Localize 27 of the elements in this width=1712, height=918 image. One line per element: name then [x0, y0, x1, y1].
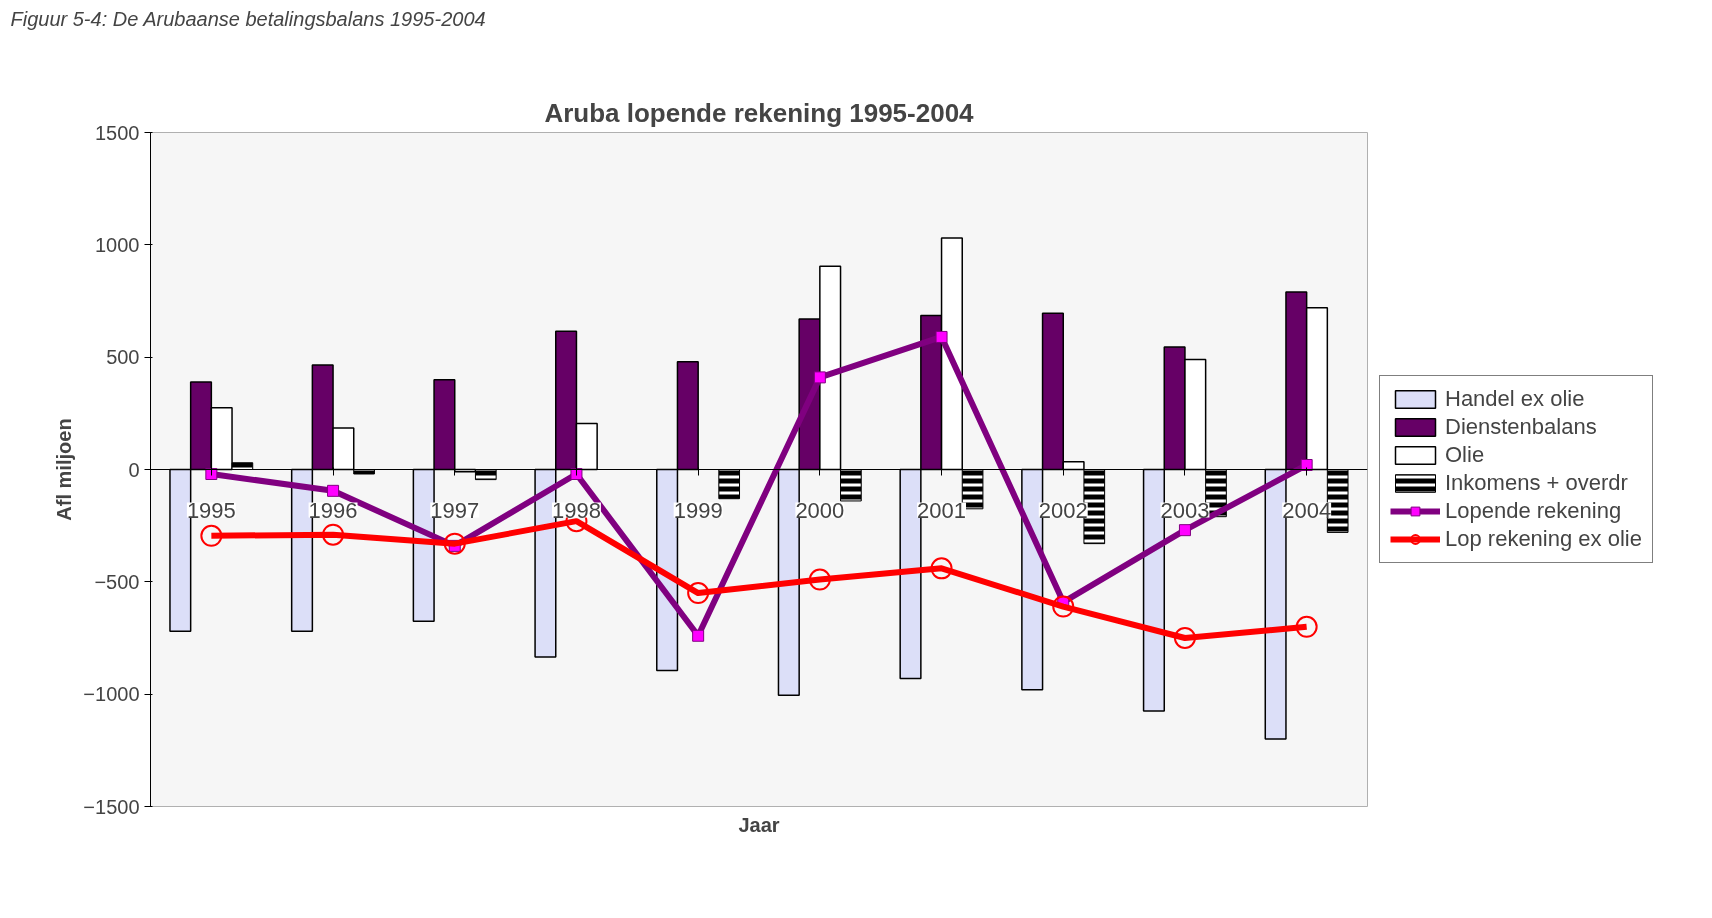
y-tick-label: 500	[106, 346, 140, 369]
x-tick-label: 2003	[1160, 497, 1210, 523]
x-tick-label: 1997	[430, 497, 480, 523]
y-tick-label: −1500	[83, 795, 140, 818]
y-tick-label: 1000	[95, 233, 140, 256]
legend-label: Inkomens + overdr	[1445, 470, 1628, 496]
x-tick-label: 1999	[673, 497, 723, 523]
y-axis-title: Afl miljoen	[53, 418, 76, 521]
y-tick-label: 0	[128, 458, 140, 481]
y-tick-label: −1000	[83, 683, 140, 706]
legend-label: Olie	[1445, 442, 1485, 468]
legend-label: Lopende rekening	[1445, 498, 1622, 524]
x-tick-label: 2002	[1038, 497, 1088, 523]
x-tick-label: 2001	[917, 497, 967, 523]
x-tick-label: 1996	[308, 497, 358, 523]
y-tick-label: −500	[94, 570, 140, 593]
legend-label: Dienstenbalans	[1445, 414, 1597, 440]
x-tick-label: 2004	[1282, 497, 1332, 523]
text: Figuur 5-4: De Arubaanse betalingsbalans 1995-2004	[10, 7, 486, 30]
chart-title: Aruba lopende rekening 1995-2004	[544, 97, 975, 128]
legend-label: Lop rekening ex olie	[1445, 526, 1642, 552]
x-tick-label: 2000	[795, 497, 845, 523]
y-tick-label: 1500	[95, 121, 140, 144]
x-tick-label: 1995	[186, 497, 236, 523]
x-tick-label: 1998	[551, 497, 601, 523]
legend-label: Handel ex olie	[1445, 386, 1585, 412]
x-axis-title: Jaar	[738, 813, 780, 836]
